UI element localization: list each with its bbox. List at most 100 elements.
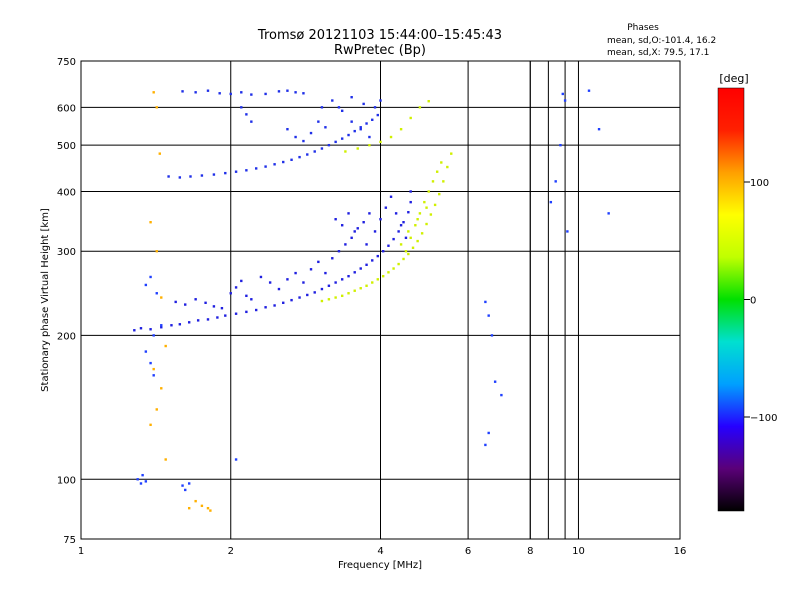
data-point xyxy=(327,284,331,287)
data-point xyxy=(149,275,152,279)
data-point xyxy=(427,190,430,193)
data-point xyxy=(440,161,443,164)
data-point xyxy=(356,147,359,150)
data-point xyxy=(414,224,417,227)
data-point xyxy=(178,323,182,326)
data-point xyxy=(152,91,155,94)
data-point xyxy=(187,321,191,324)
data-point xyxy=(149,328,152,331)
y-tick-label: 75 xyxy=(63,535,76,546)
data-point xyxy=(160,324,163,327)
data-point xyxy=(160,387,163,390)
data-point xyxy=(324,126,327,129)
data-point xyxy=(407,252,410,256)
data-point xyxy=(240,279,243,283)
data-point xyxy=(139,482,143,485)
colorbar-tick-label: 100 xyxy=(750,178,769,189)
colorbar-tick-label: 0 xyxy=(750,296,756,307)
data-point xyxy=(245,294,248,298)
data-point xyxy=(206,506,210,510)
colorbar-tick-label: −100 xyxy=(750,413,777,424)
data-point xyxy=(170,324,173,327)
data-point xyxy=(327,143,331,147)
data-point xyxy=(184,303,187,306)
phases-heading: Phases xyxy=(627,23,659,33)
data-point xyxy=(160,296,163,299)
data-point xyxy=(344,150,347,153)
y-tick-label: 300 xyxy=(57,247,76,258)
data-point xyxy=(353,230,356,233)
data-point xyxy=(149,221,152,224)
data-point xyxy=(194,499,197,503)
data-point xyxy=(224,171,227,175)
data-point xyxy=(234,286,238,289)
data-point xyxy=(371,281,374,284)
chart-title-line-1: Tromsø 20121103 15:44:00–15:45:43 xyxy=(257,28,502,43)
data-point xyxy=(334,140,337,144)
data-point xyxy=(294,91,297,94)
data-point xyxy=(313,150,316,153)
data-point xyxy=(273,163,276,166)
data-point xyxy=(334,281,337,284)
data-point xyxy=(294,135,297,139)
x-axis-ticks: 1 2 4 6 8 10 16 xyxy=(78,546,687,557)
y-tick-label: 100 xyxy=(57,475,76,486)
data-point xyxy=(136,478,139,481)
data-point xyxy=(549,200,553,204)
data-point xyxy=(340,224,344,227)
data-point xyxy=(196,319,200,322)
x-tick-label: 10 xyxy=(572,546,585,557)
data-point xyxy=(407,211,410,214)
data-point xyxy=(347,133,350,137)
data-point xyxy=(392,237,395,241)
data-point xyxy=(399,243,403,246)
y-tick-label: 750 xyxy=(57,57,76,68)
data-point xyxy=(340,294,344,298)
data-point xyxy=(425,206,428,209)
data-point xyxy=(399,127,403,131)
data-point xyxy=(334,218,337,221)
data-point xyxy=(409,200,412,204)
data-point xyxy=(264,165,267,168)
data-point xyxy=(359,267,362,270)
data-point xyxy=(402,221,405,224)
data-point xyxy=(347,212,350,215)
data-point xyxy=(442,180,445,183)
data-point xyxy=(254,167,258,170)
data-point xyxy=(484,300,487,304)
data-point xyxy=(200,504,204,508)
phases-line-x: mean, sd,X: 79.5, 17.1 xyxy=(607,48,709,58)
data-point xyxy=(234,458,238,461)
x-tick-label: 6 xyxy=(465,546,471,557)
data-point xyxy=(302,139,305,143)
data-point xyxy=(404,250,408,253)
data-point xyxy=(446,165,449,169)
data-point xyxy=(286,278,289,281)
data-point xyxy=(587,89,591,92)
data-point xyxy=(371,118,374,122)
data-point xyxy=(350,120,353,123)
data-point xyxy=(427,99,430,103)
data-point xyxy=(317,120,320,123)
data-point xyxy=(490,334,494,337)
data-point xyxy=(155,250,158,253)
data-point xyxy=(194,298,197,301)
data-point xyxy=(245,113,248,116)
data-point xyxy=(350,236,353,240)
data-point xyxy=(302,281,305,284)
data-point xyxy=(220,306,224,310)
x-tick-label: 2 xyxy=(228,546,234,557)
data-point xyxy=(204,301,207,304)
colorbar-unit: [deg] xyxy=(719,72,748,85)
chart-title-line-2: RwPretec (Bp) xyxy=(334,43,426,58)
y-tick-label: 200 xyxy=(57,331,76,342)
data-point xyxy=(334,296,337,299)
data-point xyxy=(144,350,148,353)
data-point xyxy=(487,431,490,435)
data-point xyxy=(337,250,341,253)
data-point xyxy=(376,254,379,258)
data-point xyxy=(397,230,400,233)
data-point xyxy=(350,95,353,99)
data-point xyxy=(559,143,562,147)
data-point xyxy=(327,298,331,301)
